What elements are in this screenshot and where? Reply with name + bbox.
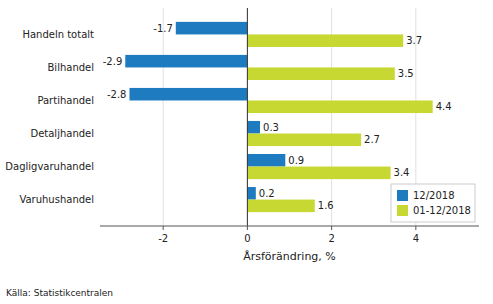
bar: [247, 200, 314, 213]
legend-swatch: [397, 205, 408, 216]
tick-mark: [415, 226, 416, 230]
bar: [176, 22, 248, 35]
bars: [125, 22, 432, 212]
bar: [247, 167, 390, 180]
chart-container: -1.7-2.9-2.80.30.90.23.73.54.42.73.41.6-…: [0, 0, 493, 304]
x-ticks: -2 0 2 4: [158, 226, 419, 244]
category-label: Detaljhandel: [30, 128, 94, 139]
x-axis-label: Årsförändring, %: [243, 250, 336, 263]
data-label: 3.5: [398, 68, 414, 79]
bar: [247, 100, 432, 113]
zero-line: [247, 8, 248, 226]
y-labels: Handeln totalt Bilhandel Partihandel Detalj…: [5, 29, 94, 205]
category-label: Bilhandel: [48, 62, 95, 73]
tick-mark: [247, 226, 248, 230]
legend-box: [391, 184, 475, 222]
category-label: Varuhushandel: [19, 194, 94, 205]
category-label: Handeln totalt: [22, 29, 94, 40]
data-label: 1.6: [318, 200, 334, 211]
tick-label: 4: [413, 233, 419, 244]
legend-label: 12/2018: [413, 190, 455, 201]
grid-line: [163, 8, 164, 226]
tick-mark: [331, 226, 332, 230]
data-label: 0.3: [263, 122, 279, 133]
data-label: 3.7: [406, 35, 422, 46]
data-label: -2.8: [107, 89, 127, 100]
bar: [247, 187, 255, 200]
data-label: 3.4: [394, 167, 410, 178]
data-label: 4.4: [436, 101, 452, 112]
category-label: Dagligvaruhandel: [5, 161, 94, 172]
source-note: Källa: Statistikcentralen: [6, 288, 113, 298]
bar: [125, 55, 247, 68]
tick-label: 2: [328, 233, 334, 244]
chart: -1.7-2.9-2.80.30.90.23.73.54.42.73.41.6-…: [0, 0, 493, 304]
x-axis-line: [100, 226, 479, 227]
grid-line: [247, 8, 248, 226]
tick-label: 0: [244, 233, 250, 244]
bar: [247, 134, 361, 147]
data-labels: -1.7 -2.9 -2.8 0.3 0.9 0.2 3.7 3.5 4.4 2.7 3.4 1.6: [103, 23, 452, 212]
category-label: Partihandel: [37, 95, 94, 106]
legend: 12/2018 01-12/2018: [391, 184, 475, 222]
tick-mark: [163, 226, 164, 230]
legend-label: 01-12/2018: [413, 205, 471, 216]
bar: [247, 67, 394, 80]
bar: [129, 88, 247, 101]
data-label: -1.7: [153, 23, 173, 34]
data-label: 0.2: [259, 188, 275, 199]
grid: [163, 8, 416, 226]
bar: [247, 121, 260, 134]
data-label: 0.9: [288, 155, 304, 166]
data-label: -2.9: [103, 56, 123, 67]
bar: [247, 154, 285, 167]
tick-label: -2: [158, 233, 168, 244]
data-label: 2.7: [364, 134, 380, 145]
bar: [247, 34, 403, 47]
legend-swatch: [397, 190, 408, 201]
